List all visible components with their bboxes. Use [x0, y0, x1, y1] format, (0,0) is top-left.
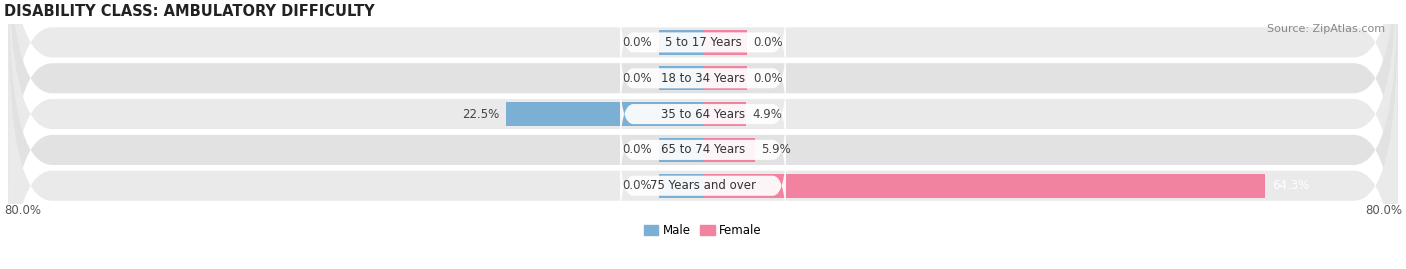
Text: 18 to 34 Years: 18 to 34 Years [661, 72, 745, 85]
FancyBboxPatch shape [620, 106, 786, 194]
Bar [659, 174, 703, 198]
Text: 22.5%: 22.5% [463, 108, 499, 121]
Text: 0.0%: 0.0% [754, 36, 783, 49]
Text: 65 to 74 Years: 65 to 74 Years [661, 143, 745, 156]
Text: 5.9%: 5.9% [762, 143, 792, 156]
Bar [703, 138, 755, 162]
Text: 0.0%: 0.0% [623, 36, 652, 49]
FancyBboxPatch shape [8, 22, 1398, 269]
FancyBboxPatch shape [8, 0, 1398, 207]
Bar [703, 30, 747, 55]
Text: 4.9%: 4.9% [752, 108, 783, 121]
Legend: Male, Female: Male, Female [644, 224, 762, 237]
FancyBboxPatch shape [8, 0, 1398, 269]
Bar [703, 102, 745, 126]
Text: DISABILITY CLASS: AMBULATORY DIFFICULTY: DISABILITY CLASS: AMBULATORY DIFFICULTY [4, 4, 375, 19]
Text: 80.0%: 80.0% [1365, 204, 1402, 217]
Bar [659, 138, 703, 162]
Text: 80.0%: 80.0% [4, 204, 41, 217]
Bar [703, 66, 747, 90]
FancyBboxPatch shape [8, 0, 1398, 242]
Text: 0.0%: 0.0% [623, 72, 652, 85]
FancyBboxPatch shape [620, 34, 786, 122]
FancyBboxPatch shape [8, 0, 1398, 269]
Text: Source: ZipAtlas.com: Source: ZipAtlas.com [1267, 24, 1385, 34]
Text: 0.0%: 0.0% [623, 179, 652, 192]
Bar [659, 30, 703, 55]
Text: 5 to 17 Years: 5 to 17 Years [665, 36, 741, 49]
Bar [506, 102, 703, 126]
Bar [659, 66, 703, 90]
Text: 0.0%: 0.0% [754, 72, 783, 85]
Bar [703, 174, 1264, 198]
FancyBboxPatch shape [620, 70, 786, 158]
Text: 75 Years and over: 75 Years and over [650, 179, 756, 192]
FancyBboxPatch shape [620, 0, 786, 86]
Text: 64.3%: 64.3% [1271, 179, 1309, 192]
Text: 0.0%: 0.0% [623, 143, 652, 156]
Text: 35 to 64 Years: 35 to 64 Years [661, 108, 745, 121]
FancyBboxPatch shape [620, 142, 786, 229]
